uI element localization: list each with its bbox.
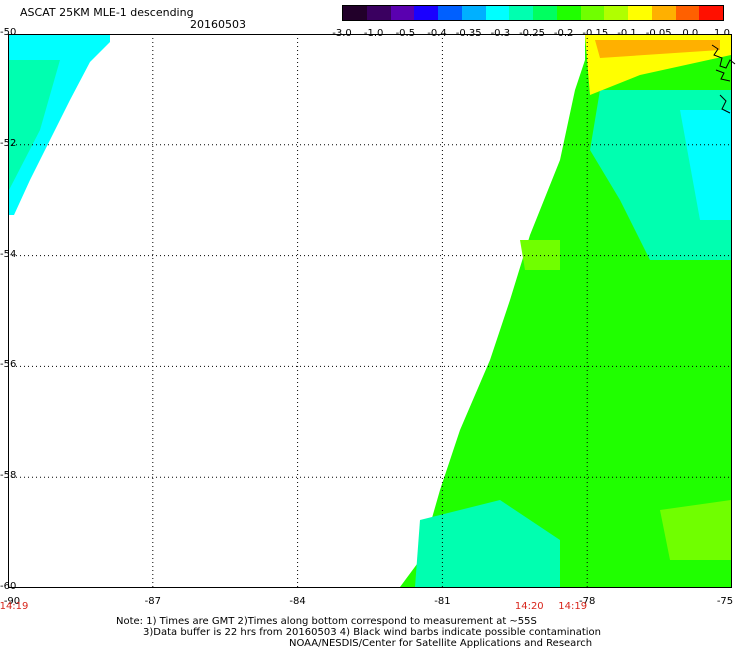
longitude-label: -78 <box>579 596 596 607</box>
longitude-label: -75 <box>716 596 734 607</box>
colorbar-tick-label: -0.1 <box>617 28 637 39</box>
colorbar-swatch <box>675 6 700 20</box>
longitude-label: -84 <box>289 596 306 607</box>
colorbar-swatch <box>390 6 415 20</box>
map-title: ASCAT 25KM MLE-1 descending <box>20 6 194 19</box>
latitude-label: -60 <box>0 581 17 592</box>
map-plot-frame <box>8 34 732 588</box>
colorbar-tick-label: -0.35 <box>455 28 482 39</box>
time-label: 14:19 <box>558 601 588 612</box>
longitude-label: -87 <box>144 596 161 607</box>
longitude-label: -90 <box>3 596 21 607</box>
swath-bottom-teal <box>415 500 560 587</box>
colorbar-swatch <box>343 6 367 20</box>
colorbar-tick-label: 0.0 <box>682 28 699 39</box>
swath-top-orange <box>595 40 720 58</box>
colorbar-tick-label: -0.05 <box>645 28 672 39</box>
coastline <box>711 44 736 114</box>
swath-right-cyan <box>680 110 731 220</box>
colorbar-swatch <box>604 6 628 20</box>
colorbar-swatch <box>699 6 723 20</box>
swath-patch-2 <box>660 500 731 560</box>
time-label: 14:20 <box>514 601 544 612</box>
latitude-label: -58 <box>0 470 17 482</box>
colorbar-swatch <box>366 6 391 20</box>
swath-left-inner <box>9 60 60 190</box>
time-label: 14:19 <box>0 601 29 612</box>
colorbar-tick-label: -0.3 <box>490 28 511 39</box>
colorbar-swatch <box>438 6 462 20</box>
colorbar-swatch <box>533 6 557 20</box>
colorbar-swatch <box>414 6 438 20</box>
colorbar-tick-label: -0.15 <box>582 28 609 39</box>
note-line-1: Note: 1) Times are GMT 2)Times along bot… <box>116 616 537 627</box>
latitude-label: -54 <box>0 248 17 260</box>
note-line-2: 3)Data buffer is 22 hrs from 20160503 4)… <box>143 627 601 638</box>
map-date: 20160503 <box>190 18 246 31</box>
latitude-label: -56 <box>0 359 17 371</box>
colorbar-swatch <box>628 6 652 20</box>
colorbar-swatch <box>485 6 510 20</box>
longitude-label: -81 <box>434 596 451 607</box>
colorbar-swatch <box>580 6 605 20</box>
colorbar-tick-label: -3.0 <box>332 28 352 39</box>
colorbar-swatch <box>461 6 486 20</box>
colorbar-tick-label: -0.4 <box>427 28 447 39</box>
colorbar-tick-label: -0.2 <box>553 28 574 39</box>
colorbar-tick-label: -0.5 <box>395 28 416 39</box>
colorbar-swatch <box>556 6 581 20</box>
latitude-label: -50 <box>0 27 17 38</box>
swath-patch-1 <box>520 240 560 270</box>
latitude-label: -52 <box>0 137 17 149</box>
note-line-3: NOAA/NESDIS/Center for Satellite Applica… <box>289 638 593 649</box>
colorbar-tick-label: 1.0 <box>714 28 730 39</box>
colorbar-swatch <box>509 6 533 20</box>
colorbar-tick-label: -0.25 <box>519 28 545 39</box>
colorbar-tick-label: -1.0 <box>363 28 384 39</box>
colorbar <box>342 5 724 21</box>
colorbar-swatch <box>651 6 676 20</box>
